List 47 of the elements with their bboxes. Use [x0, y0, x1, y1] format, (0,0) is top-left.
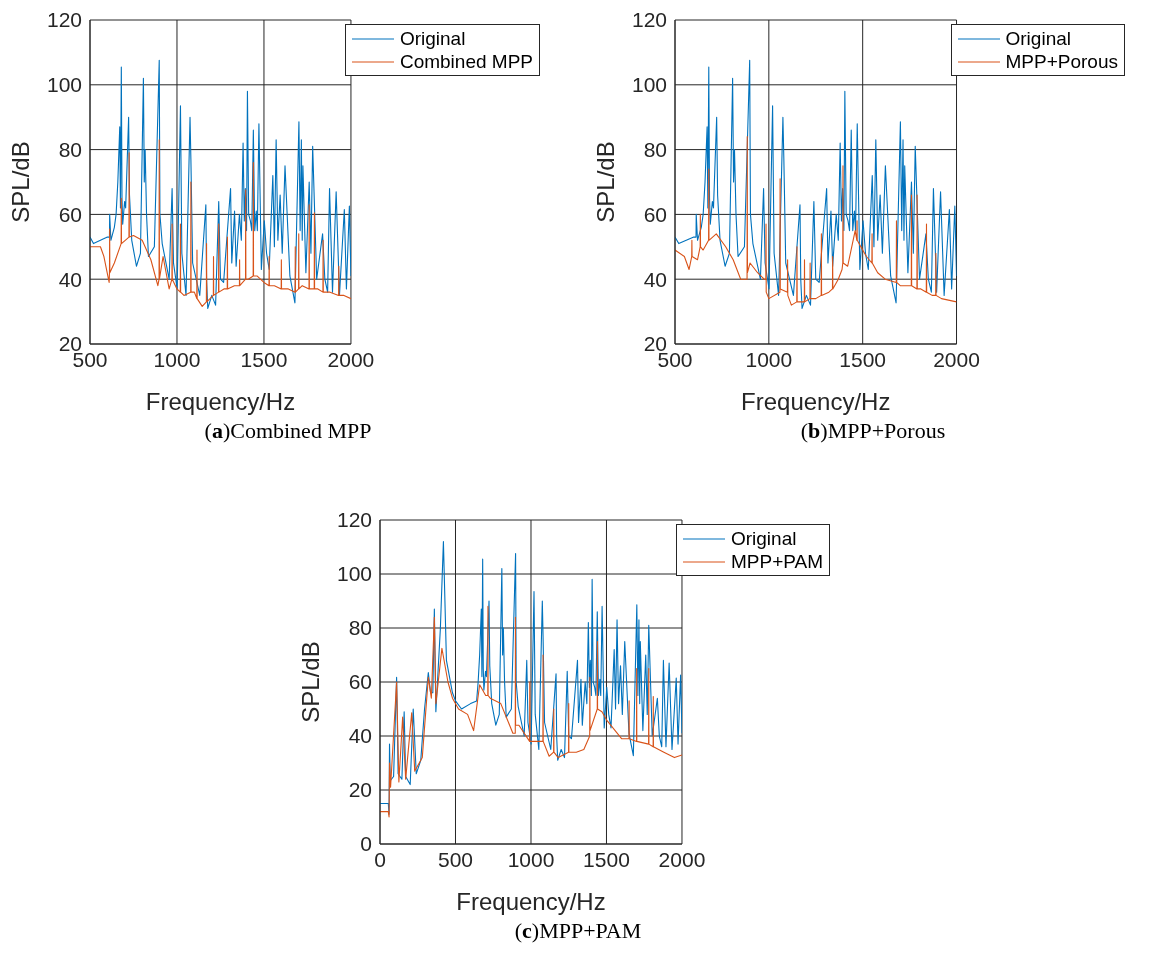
y-tick-label: 0 [360, 832, 372, 856]
x-tick-label: 1000 [745, 347, 793, 371]
x-tick-label: 1000 [153, 347, 201, 371]
text: (c)MPP+PAM [513, 918, 643, 944]
legend-label: Original [399, 27, 466, 50]
y-tick-label: 100 [631, 73, 667, 97]
x-axis-title: Frequency/Hz [456, 888, 606, 915]
y-tick-label: 120 [46, 8, 82, 32]
legend-label: MPP+Porous [1005, 50, 1118, 73]
x-tick-label: 1000 [507, 847, 555, 871]
y-tick-label: 40 [643, 267, 667, 291]
y-axis-title: SPL/dB [591, 141, 619, 223]
legend-label: MPP+PAM [730, 550, 823, 573]
legend-label: Original [730, 527, 797, 550]
y-tick-label: 60 [348, 670, 372, 694]
line-series [90, 139, 351, 307]
y-tick-label: 40 [348, 724, 372, 748]
y-tick-label: 120 [336, 508, 372, 532]
x-tick-label: 2000 [658, 847, 706, 871]
line-series [675, 59, 957, 309]
legend-label: Original [1005, 27, 1071, 50]
y-tick-label: 80 [348, 616, 372, 640]
x-tick-label: 2000 [327, 347, 375, 371]
x-tick-label: 1500 [583, 847, 630, 871]
text: (a)Combined MPP [203, 418, 373, 444]
y-axis-title: SPL/dB [6, 141, 34, 223]
y-axis-title: SPL/dB [296, 641, 324, 723]
text: (b)MPP+Porous [799, 418, 947, 444]
y-tick-label: 60 [643, 202, 667, 226]
y-tick-label: 40 [58, 267, 82, 291]
y-tick-label: 120 [631, 8, 667, 32]
x-axis-title: Frequency/Hz [741, 388, 891, 415]
y-tick-label: 80 [58, 138, 82, 162]
y-tick-label: 80 [643, 138, 667, 162]
line-series [90, 59, 351, 309]
x-axis-title: Frequency/Hz [145, 388, 296, 415]
y-tick-label: 100 [46, 73, 82, 97]
x-tick-label: 2000 [933, 347, 980, 371]
y-tick-label: 60 [58, 202, 82, 226]
x-tick-label: 500 [437, 847, 474, 871]
y-tick-label: 100 [336, 562, 372, 586]
line-series [380, 605, 682, 818]
legend-label: Combined MPP [399, 50, 533, 73]
x-tick-label: 1500 [839, 347, 887, 371]
line-series [675, 136, 957, 306]
y-tick-label: 20 [348, 778, 372, 802]
x-tick-label: 1500 [240, 347, 288, 371]
